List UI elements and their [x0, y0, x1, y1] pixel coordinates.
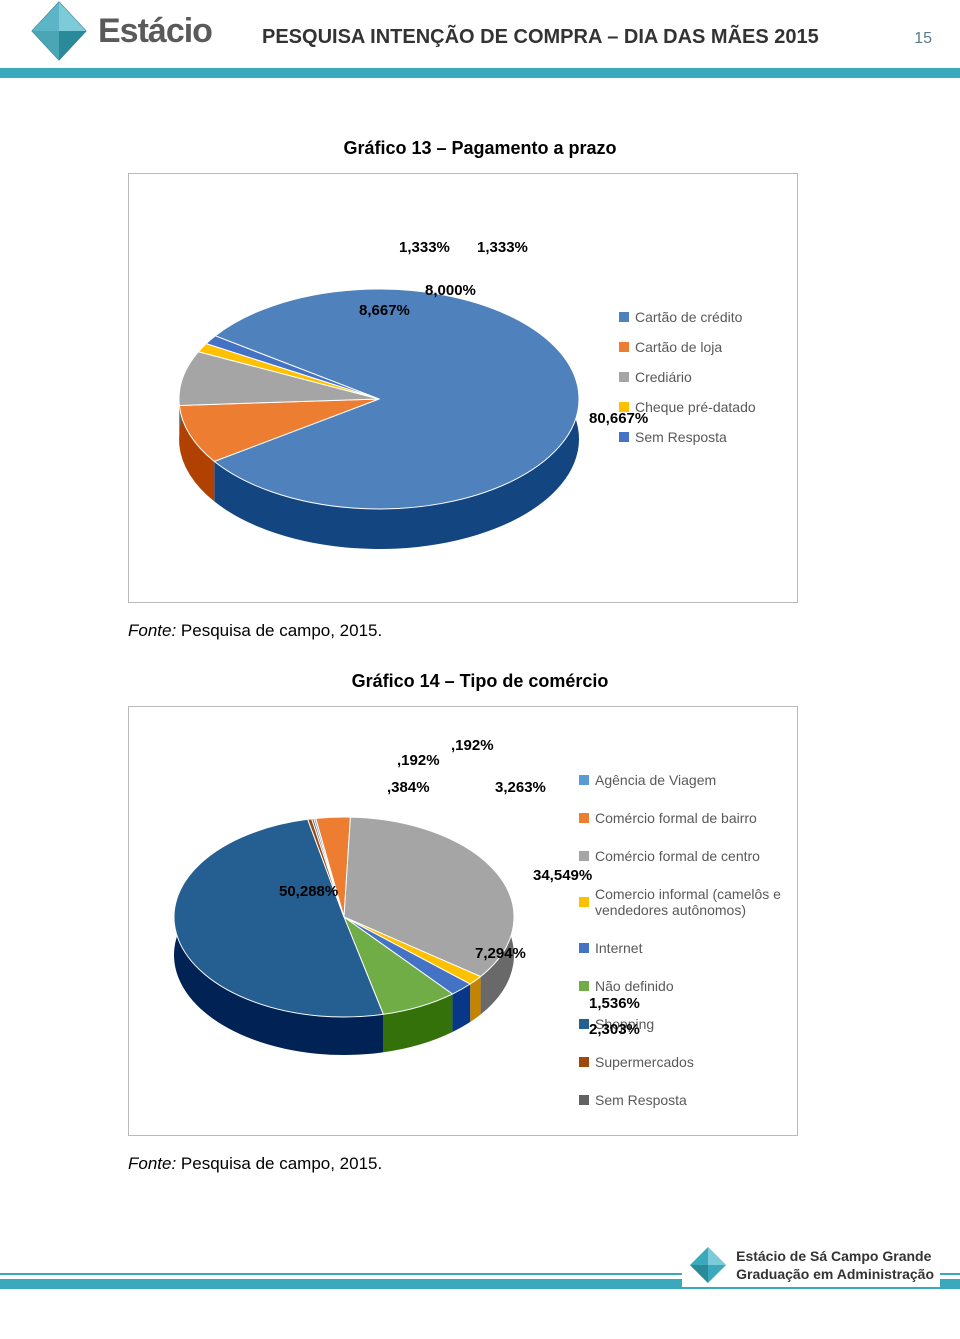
source-text: Pesquisa de campo, 2015.: [176, 621, 382, 640]
chart1-source: Fonte: Pesquisa de campo, 2015.: [128, 621, 900, 641]
footer-box: Estácio de Sá Campo Grande Graduação em …: [682, 1243, 940, 1287]
data-label: 8,000%: [425, 282, 476, 299]
chart2-title: Gráfico 14 – Tipo de comércio: [60, 671, 900, 692]
chart2-source: Fonte: Pesquisa de campo, 2015.: [128, 1154, 900, 1174]
document-title: PESQUISA INTENÇÃO DE COMPRA – DIA DAS MÃ…: [262, 26, 819, 49]
page-footer: Estácio de Sá Campo Grande Graduação em …: [0, 1273, 960, 1289]
logo: Estácio: [28, 0, 212, 62]
legend-swatch: [619, 372, 629, 382]
legend-item: Crediário: [619, 369, 756, 385]
legend-item: Cartão de loja: [619, 339, 756, 355]
data-label: 3,263%: [495, 779, 546, 796]
legend-swatch: [579, 813, 589, 823]
data-label: 2,303%: [589, 1021, 640, 1038]
legend-item: Comércio formal de centro: [579, 848, 795, 864]
legend-swatch: [579, 1057, 589, 1067]
legend-item: Comercio informal (camelôs e vendedores …: [579, 886, 795, 918]
legend-item: Sem Resposta: [619, 429, 756, 445]
source-text: Pesquisa de campo, 2015.: [176, 1154, 382, 1173]
data-label: ,384%: [387, 779, 430, 796]
data-label: ,192%: [451, 737, 494, 754]
legend-item: Cartão de crédito: [619, 309, 756, 325]
legend-label: Internet: [595, 940, 642, 956]
footer-text: Estácio de Sá Campo Grande Graduação em …: [736, 1247, 934, 1283]
legend-swatch: [579, 1095, 589, 1105]
data-label: ,192%: [397, 752, 440, 769]
content-area: Gráfico 13 – Pagamento a prazo Cartão de…: [0, 78, 960, 1174]
legend-swatch: [619, 432, 629, 442]
legend-item: Internet: [579, 940, 795, 956]
legend-item: Sem Resposta: [579, 1092, 795, 1108]
legend-swatch: [579, 775, 589, 785]
legend-label: Comercio informal (camelôs e vendedores …: [595, 886, 795, 918]
legend-label: Crediário: [635, 369, 692, 385]
data-label: 80,667%: [589, 410, 648, 427]
logo-text: Estácio: [98, 12, 212, 51]
legend-label: Supermercados: [595, 1054, 694, 1070]
legend-item: Não definido: [579, 978, 795, 994]
legend-label: Cartão de crédito: [635, 309, 742, 325]
data-label: 8,667%: [359, 302, 410, 319]
legend-label: Agência de Viagem: [595, 772, 716, 788]
chart2-legend: Agência de Viagem Comércio formal de bair…: [579, 772, 795, 1130]
footer-line2: Graduação em Administração: [736, 1265, 934, 1283]
chart2-pie: [169, 767, 549, 1097]
chart1-pie: [169, 234, 589, 584]
footer-logo-icon: [688, 1245, 728, 1285]
legend-item: Supermercados: [579, 1054, 795, 1070]
legend-swatch: [579, 851, 589, 861]
legend-label: Não definido: [595, 978, 674, 994]
chart2-container: Agência de Viagem Comércio formal de bair…: [128, 706, 798, 1136]
page-header: Estácio PESQUISA INTENÇÃO DE COMPRA – DI…: [0, 0, 960, 78]
chart1-title: Gráfico 13 – Pagamento a prazo: [60, 138, 900, 159]
legend-item: Agência de Viagem: [579, 772, 795, 788]
legend-swatch: [619, 312, 629, 322]
legend-label: Sem Resposta: [595, 1092, 687, 1108]
data-label: 50,288%: [279, 883, 338, 900]
data-label: 1,536%: [589, 995, 640, 1012]
legend-swatch: [579, 897, 589, 907]
logo-diamond-icon: [28, 0, 90, 62]
chart1-container: Cartão de crédito Cartão de loja Crediário…: [128, 173, 798, 603]
legend-label: Comércio formal de bairro: [595, 810, 757, 826]
data-label: 7,294%: [475, 945, 526, 962]
legend-swatch: [579, 943, 589, 953]
page-number: 15: [914, 30, 932, 48]
legend-label: Cheque pré-datado: [635, 399, 756, 415]
source-label: Fonte:: [128, 621, 176, 640]
chart1-legend: Cartão de crédito Cartão de loja Crediário…: [619, 309, 756, 459]
legend-label: Sem Resposta: [635, 429, 727, 445]
source-label: Fonte:: [128, 1154, 176, 1173]
data-label: 1,333%: [477, 239, 528, 256]
legend-label: Cartão de loja: [635, 339, 722, 355]
legend-item: Comércio formal de bairro: [579, 810, 795, 826]
legend-label: Comércio formal de centro: [595, 848, 760, 864]
legend-swatch: [579, 981, 589, 991]
data-label: 34,549%: [533, 867, 592, 884]
legend-swatch: [619, 342, 629, 352]
footer-line1: Estácio de Sá Campo Grande: [736, 1247, 934, 1265]
data-label: 1,333%: [399, 239, 450, 256]
legend-swatch: [579, 1019, 589, 1029]
